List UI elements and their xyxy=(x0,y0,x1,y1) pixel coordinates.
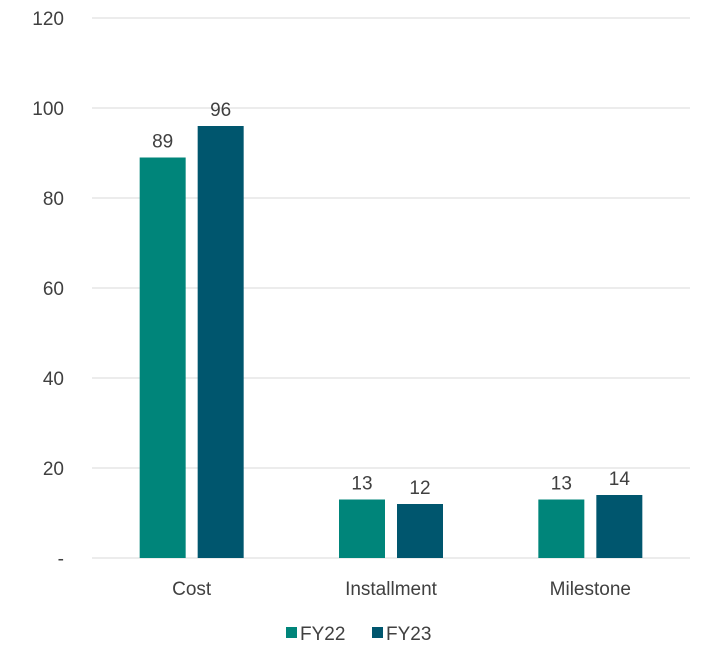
y-tick-label: - xyxy=(58,549,64,570)
legend-label: FY22 xyxy=(300,624,345,645)
x-axis-categories: Cost Installment Milestone xyxy=(172,579,631,600)
data-label: 14 xyxy=(609,469,631,490)
bar-fy23-milestone xyxy=(596,495,643,558)
legend-label: FY23 xyxy=(386,624,431,645)
y-tick-label: 120 xyxy=(32,9,64,30)
bars xyxy=(139,126,643,558)
category-label: Milestone xyxy=(550,579,631,600)
bar-fy23-cost xyxy=(197,126,244,558)
legend-swatch xyxy=(372,627,383,638)
y-tick-label: 20 xyxy=(43,459,64,480)
data-label: 13 xyxy=(551,474,572,495)
legend: FY22 FY23 xyxy=(286,624,431,645)
bar-fy22-milestone xyxy=(538,499,585,558)
category-label: Installment xyxy=(345,579,438,600)
y-tick-label: 40 xyxy=(43,369,64,390)
data-label: 96 xyxy=(210,100,231,121)
y-tick-label: 80 xyxy=(43,189,64,210)
data-label: 12 xyxy=(409,478,430,499)
category-label: Cost xyxy=(172,579,212,600)
gridlines xyxy=(92,17,690,559)
data-label: 13 xyxy=(351,474,372,495)
data-label: 89 xyxy=(152,132,173,153)
data-labels: 89 96 13 12 13 14 xyxy=(152,100,630,499)
legend-swatch xyxy=(286,627,297,638)
y-axis-ticks: - 20 40 60 80 100 120 xyxy=(32,9,64,570)
bar-fy23-installment xyxy=(397,504,443,558)
y-tick-label: 100 xyxy=(32,99,64,120)
bar-fy22-cost xyxy=(139,157,186,558)
bar-fy22-installment xyxy=(339,499,385,558)
y-tick-label: 60 xyxy=(43,279,64,300)
